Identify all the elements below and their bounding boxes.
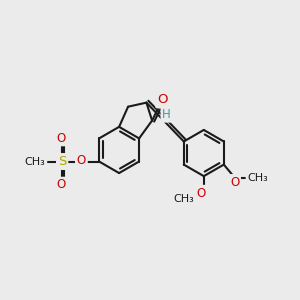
Text: O: O	[57, 131, 66, 145]
Text: H: H	[162, 108, 171, 121]
Text: O: O	[230, 176, 239, 189]
Text: S: S	[58, 155, 66, 168]
Text: CH₃: CH₃	[173, 194, 194, 204]
Text: CH₃: CH₃	[25, 157, 46, 166]
Text: O: O	[157, 93, 168, 106]
Text: O: O	[196, 187, 205, 200]
Text: O: O	[77, 154, 86, 167]
Text: O: O	[57, 178, 66, 191]
Text: CH₃: CH₃	[247, 173, 268, 184]
